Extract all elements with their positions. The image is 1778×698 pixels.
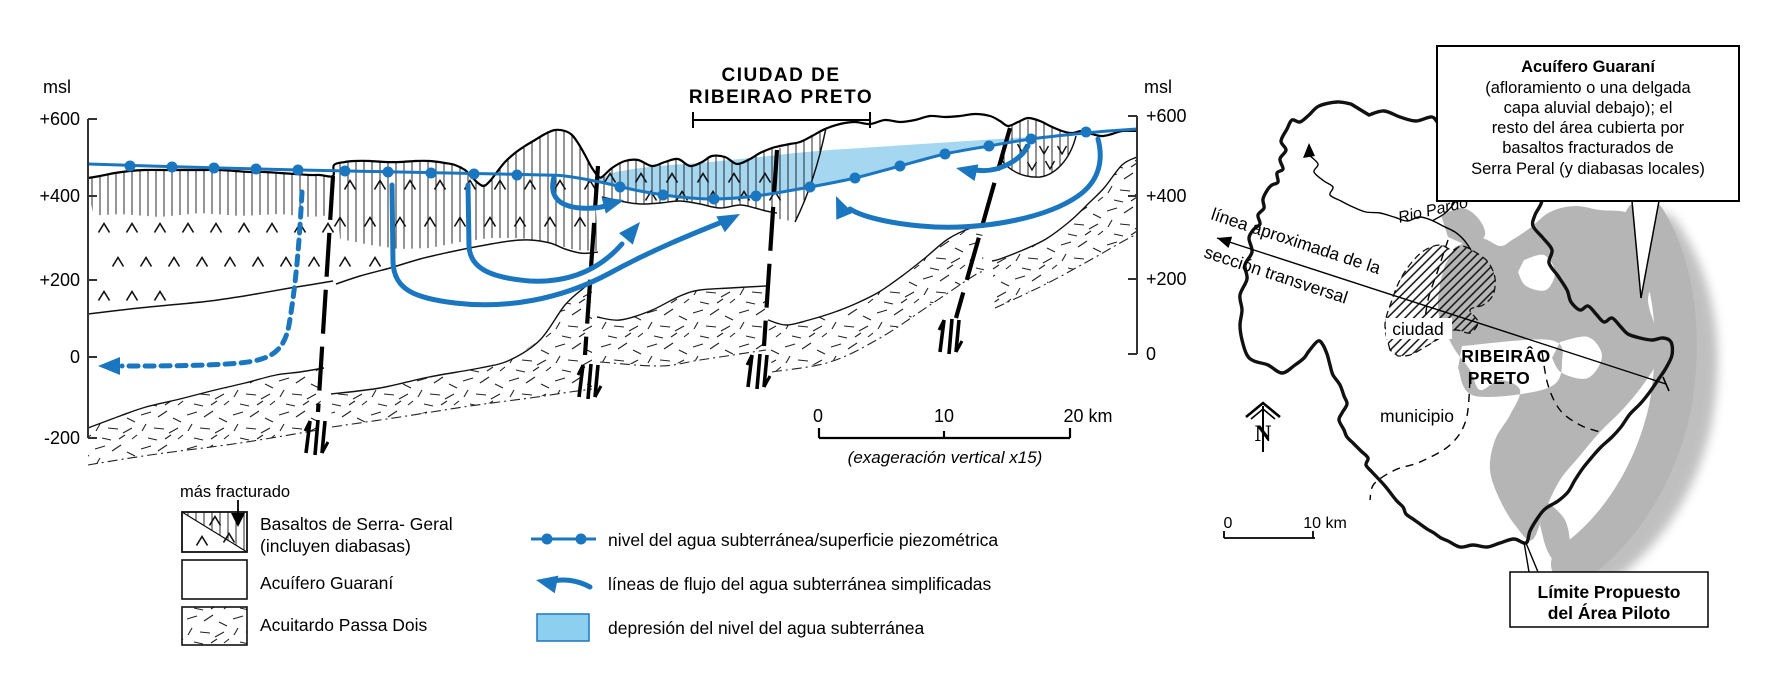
svg-text:+400: +400	[1146, 186, 1187, 206]
svg-text:0: 0	[813, 406, 823, 426]
svg-text:10: 10	[934, 406, 954, 426]
svg-text:RIBEIRÂO: RIBEIRÂO	[1461, 345, 1551, 366]
svg-text:Serra Peral (y diabasas locale: Serra Peral (y diabasas locales)	[1471, 160, 1705, 178]
svg-text:Límite Propuesto: Límite Propuesto	[1538, 582, 1681, 602]
svg-text:+200: +200	[1146, 269, 1187, 289]
svg-text:(incluyen diabasas): (incluyen diabasas)	[260, 536, 411, 556]
svg-text:(exageración vertical x15): (exageración vertical x15)	[848, 448, 1043, 467]
svg-text:10 km: 10 km	[1303, 515, 1347, 532]
svg-text:0: 0	[70, 347, 80, 367]
svg-text:depresión del nivel del agua s: depresión del nivel del agua subterránea	[608, 618, 924, 638]
svg-text:Acuífero Guaraní: Acuífero Guaraní	[1521, 58, 1656, 76]
svg-text:RIBEIRAO PRETO: RIBEIRAO PRETO	[689, 87, 873, 108]
svg-text:+600: +600	[39, 109, 80, 129]
svg-text:Basaltos de Serra- Geral: Basaltos de Serra- Geral	[260, 514, 453, 534]
svg-text:líneas de flujo del agua subte: líneas de flujo del agua subterránea sim…	[608, 574, 992, 594]
svg-text:+200: +200	[39, 270, 80, 290]
svg-text:(afloramiento o una delgada: (afloramiento o una delgada	[1485, 79, 1691, 97]
svg-text:20 km: 20 km	[1063, 406, 1112, 426]
svg-text:del Área Piloto: del Área Piloto	[1548, 602, 1671, 623]
svg-text:0: 0	[1224, 515, 1233, 532]
svg-text:-200: -200	[44, 428, 80, 448]
svg-text:+600: +600	[1146, 106, 1187, 126]
svg-text:capa aluvial debajo); el: capa aluvial debajo); el	[1504, 99, 1673, 117]
svg-text:Acuitardo Passa Dois: Acuitardo Passa Dois	[260, 615, 428, 635]
svg-text:PRETO: PRETO	[1468, 368, 1530, 388]
svg-text:CIUDAD DE: CIUDAD DE	[721, 65, 840, 86]
svg-text:ciudad: ciudad	[1392, 319, 1444, 339]
svg-text:0: 0	[1146, 344, 1156, 364]
svg-text:+400: +400	[39, 186, 80, 206]
svg-text:más fracturado: más fracturado	[180, 483, 290, 501]
svg-text:msl: msl	[1144, 77, 1172, 97]
svg-text:Acuífero Guaraní: Acuífero Guaraní	[260, 573, 393, 593]
svg-text:N: N	[1255, 421, 1272, 446]
svg-text:basaltos fracturados de: basaltos fracturados de	[1502, 139, 1674, 157]
svg-text:resto del área cubierta por: resto del área cubierta por	[1492, 119, 1685, 137]
svg-text:municipio: municipio	[1380, 406, 1454, 426]
svg-text:msl: msl	[43, 77, 71, 97]
svg-text:nivel del agua subterránea/sup: nivel del agua subterránea/superficie pi…	[608, 530, 998, 550]
